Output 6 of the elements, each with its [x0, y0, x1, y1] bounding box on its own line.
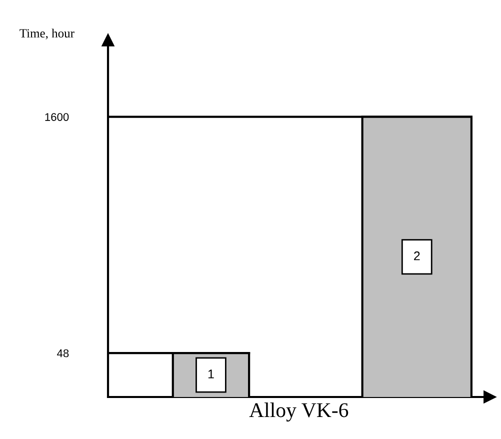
- y-axis-title: Time, hour: [20, 28, 74, 40]
- x-tick-label: 1: [208, 370, 214, 378]
- y-tick-label: 1600: [45, 113, 69, 121]
- x-axis-title: Alloy VK-6: [249, 402, 348, 422]
- y-tick-label: 48: [57, 349, 69, 358]
- x-tick-label: 2: [414, 251, 420, 260]
